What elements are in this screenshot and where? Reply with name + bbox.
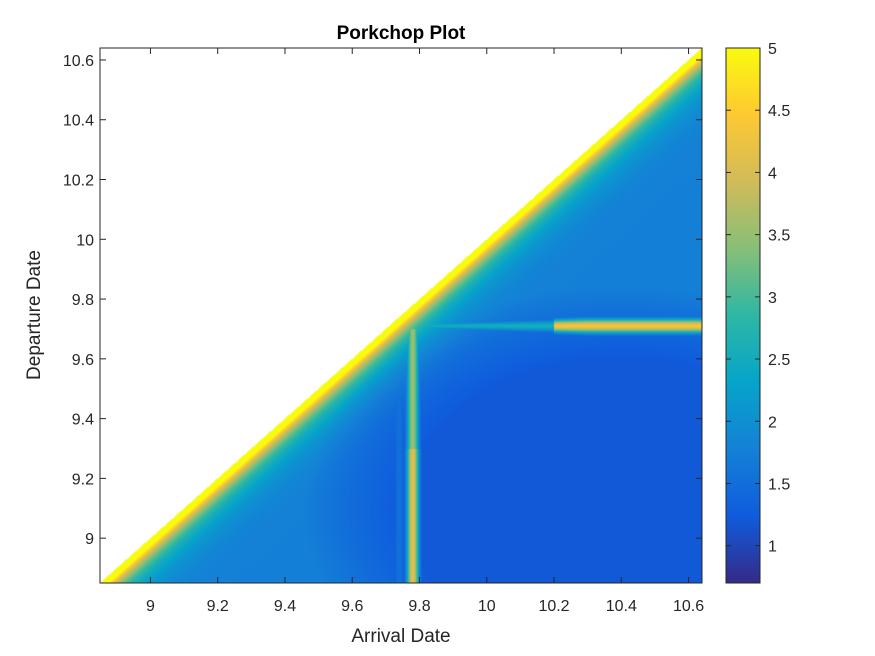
y-tick-label: 10.6	[63, 53, 94, 70]
y-tick-label: 10	[76, 232, 94, 249]
colorbar: 1 1.5 2 2.5 3 3.5 4 4.5 5	[725, 41, 790, 584]
x-axis: 9 9.2 9.4 9.6 9.8 10 10.2 10.4 10.6	[146, 48, 704, 615]
heatmap-canvas	[100, 48, 702, 583]
colorbar-tick-label: 1.5	[768, 476, 790, 493]
x-tick-label: 10	[478, 598, 496, 615]
y-tick-label: 9.2	[72, 471, 94, 488]
colorbar-tick-label: 4	[768, 165, 777, 182]
colorbar-tick-label: 3	[768, 290, 777, 307]
y-tick-label: 9.6	[72, 352, 94, 369]
x-tick-label: 10.6	[673, 598, 704, 615]
plot-frame	[99, 47, 703, 584]
colorbar-tick-label: 5	[768, 41, 777, 58]
heatmap-image	[100, 48, 702, 583]
x-tick-label: 10.4	[606, 598, 637, 615]
colorbar-tick-label: 4.5	[768, 103, 790, 120]
colorbar-tick-label: 3.5	[768, 228, 790, 245]
x-axis-label: Arrival Date	[351, 626, 450, 647]
chart-title: Porkchop Plot	[337, 23, 466, 44]
colorbar-ticks: 1 1.5 2 2.5 3 3.5 4 4.5 5	[726, 41, 790, 556]
x-tick-label: 9.8	[408, 598, 430, 615]
x-tick-label: 9	[146, 598, 155, 615]
y-axis: 9 9.2 9.4 9.6 9.8 10 10.2 10.4 10.6	[63, 53, 702, 548]
y-tick-label: 10.2	[63, 173, 94, 190]
colorbar-tick-label: 2	[768, 414, 777, 431]
x-tick-label: 9.2	[207, 598, 229, 615]
x-tick-label: 10.2	[538, 598, 569, 615]
colorbar-gradient	[725, 47, 761, 584]
plot-area: 9 9.2 9.4 9.6 9.8 10 10.2 10.4 10.6 9 9.2 9.4 9.6 9.…	[63, 47, 704, 615]
colorbar-tick-label: 1	[768, 539, 777, 556]
y-axis-label: Departure Date	[24, 250, 45, 380]
y-tick-label: 9.8	[72, 292, 94, 309]
y-tick-label: 10.4	[63, 113, 94, 130]
x-tick-label: 9.4	[274, 598, 296, 615]
y-tick-label: 9.4	[72, 412, 94, 429]
colorbar-tick-label: 2.5	[768, 352, 790, 369]
x-tick-label: 9.6	[341, 598, 363, 615]
y-tick-label: 9	[85, 531, 94, 548]
